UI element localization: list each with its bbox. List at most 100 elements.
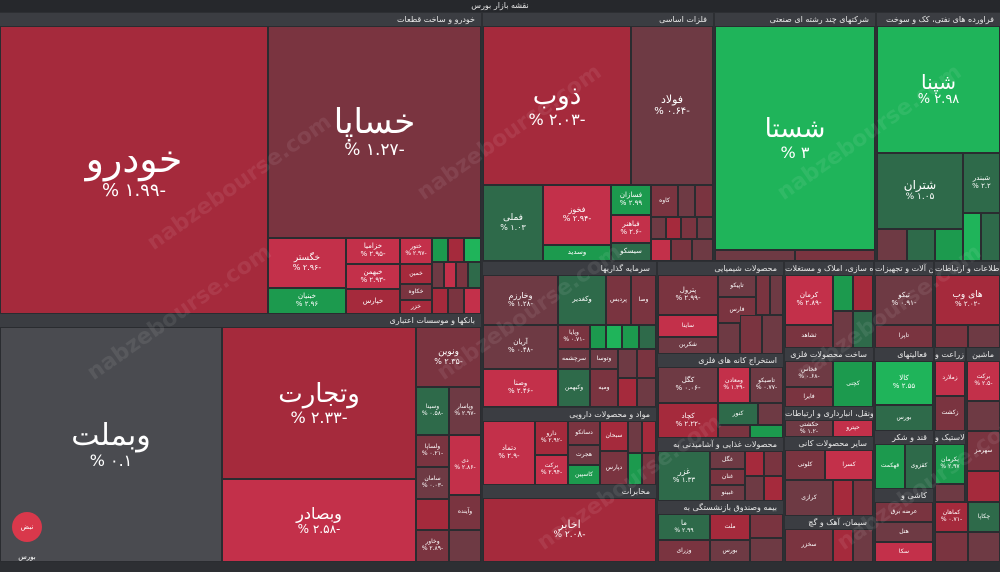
stock-cell-mellat[interactable]: ملت: [710, 514, 750, 540]
stock-cell-klot[interactable]: کلوتی: [785, 450, 825, 480]
stock-cell-tapico[interactable]: تاپیکو: [718, 275, 756, 297]
stock-cell-fakhooz[interactable]: فخوز -۲.۹۴ %: [543, 185, 611, 245]
stock-cell-akhaber[interactable]: اخابر -۲.۰۸ %: [483, 498, 656, 562]
stock-cell-mini[interactable]: [697, 217, 713, 239]
stock-cell-shetran[interactable]: شتران ۱.۰۵ %: [877, 153, 963, 229]
stock-cell-mini[interactable]: [590, 325, 606, 349]
stock-cell-dalbor[interactable]: دتماد -۲.۹ %: [483, 421, 535, 485]
stock-cell-saman[interactable]: سامان -۰.۰۳ %: [416, 467, 449, 499]
stock-cell-mini[interactable]: [695, 185, 713, 217]
stock-cell-kchini[interactable]: کچنی: [833, 361, 873, 407]
stock-cell-kerazi[interactable]: کرازی: [785, 480, 833, 516]
stock-cell-mini[interactable]: [637, 378, 656, 407]
stock-cell-mini[interactable]: [833, 529, 853, 562]
stock-cell-mini[interactable]: [877, 229, 907, 261]
stock-cell-hejrat[interactable]: هجرت: [568, 445, 600, 465]
stock-cell-vsana[interactable]: وصنا -۲.۴۶ %: [483, 369, 558, 407]
stock-cell-barakat2[interactable]: برکت -۲.۵ %: [967, 361, 1000, 401]
stock-cell-mini[interactable]: [468, 262, 481, 288]
stock-cell-ghbino[interactable]: غبینو: [710, 485, 745, 501]
stock-cell-mini[interactable]: [464, 288, 481, 314]
stock-cell-vkhavar[interactable]: وخاور -۲.۸۹ %: [416, 530, 449, 562]
stock-cell-mini[interactable]: [718, 425, 750, 438]
stock-cell-mini[interactable]: [681, 217, 697, 239]
stock-cell-haiweb[interactable]: های وب -۲.۰۲ %: [935, 275, 1000, 325]
stock-cell-arian[interactable]: آریان -۰.۴۸ %: [483, 325, 558, 369]
stock-cell-vzarai[interactable]: وزرای: [658, 540, 710, 562]
stock-cell-tasiko[interactable]: تاصیکو -۰.۷۷ %: [750, 367, 783, 403]
stock-cell-ghnan[interactable]: غنان: [710, 469, 745, 485]
stock-cell-vlsapa[interactable]: ولساپا -۰.۲۱ %: [416, 435, 449, 467]
stock-cell-ghazar[interactable]: غزر ۱.۳۳ %: [658, 451, 710, 501]
stock-cell-mini[interactable]: [692, 239, 713, 261]
stock-cell-vsa[interactable]: وصا: [631, 275, 656, 325]
stock-cell-dsanko[interactable]: دسانکو: [568, 421, 600, 445]
stock-cell-mini[interactable]: [853, 311, 873, 348]
stock-cell-shbandar[interactable]: شبندر ۲.۲ %: [963, 153, 1000, 213]
stock-cell-sekhazar[interactable]: سخزر: [785, 529, 833, 562]
stock-cell-khazar[interactable]: خزر: [400, 300, 432, 314]
stock-cell-vasadid[interactable]: وسدید: [543, 245, 611, 261]
stock-cell-mini[interactable]: [770, 275, 783, 315]
stock-cell-sarcheshmeh[interactable]: سرچشمه: [558, 349, 590, 369]
stock-cell-mini[interactable]: [756, 275, 770, 315]
stock-cell-bourse[interactable]: بورس: [875, 405, 933, 431]
stock-cell-mini[interactable]: [416, 499, 449, 530]
stock-cell-hkeshti[interactable]: حکشتی -۱.۲ %: [785, 420, 833, 437]
stock-cell-mini[interactable]: [833, 275, 853, 311]
stock-cell-kamahan[interactable]: کماهان -۰.۷۱ %: [935, 502, 968, 532]
stock-cell-barakat[interactable]: برکت -۲.۹۴ %: [535, 455, 568, 485]
stock-cell-arze-barq[interactable]: عرضه برق: [875, 502, 933, 522]
stock-cell-petrol[interactable]: پترول -۲.۹۹ %: [658, 275, 718, 315]
stock-cell-mini[interactable]: [740, 315, 762, 354]
stock-cell-tapra[interactable]: تاپرا: [875, 325, 933, 348]
stock-cell-vbsader[interactable]: وبصادر -۲.۵۸ %: [222, 479, 416, 562]
stock-cell-kasra[interactable]: کسرا: [825, 450, 873, 480]
stock-cell-mini[interactable]: [432, 262, 444, 288]
stock-cell-vghadir[interactable]: وکغدیر: [558, 275, 606, 325]
stock-cell-mini[interactable]: [833, 480, 853, 516]
stock-cell-mini[interactable]: [907, 229, 935, 261]
stock-cell-mini[interactable]: [853, 275, 873, 311]
stock-cell-kchad[interactable]: کچاد -۲.۲۲ %: [658, 403, 718, 438]
stock-cell-mini[interactable]: [642, 421, 656, 453]
stock-cell-khzamia[interactable]: خزامیا -۲.۹۵ %: [346, 238, 400, 264]
stock-cell-fakhas[interactable]: فخاس -۰.۶۸ %: [785, 361, 833, 387]
stock-cell-mini[interactable]: [639, 325, 656, 349]
stock-cell-khodro[interactable]: خودرو -۱.۹۹ %: [0, 26, 268, 314]
stock-cell-foolad[interactable]: فولاد -۰.۶۴ %: [631, 26, 713, 185]
stock-cell-mini[interactable]: [718, 323, 740, 354]
stock-cell-mini[interactable]: [750, 514, 783, 538]
stock-cell-mini[interactable]: [963, 213, 981, 261]
stock-cell-mini[interactable]: [651, 239, 671, 261]
stock-cell-sshahed[interactable]: ثشاهد: [785, 325, 833, 348]
stock-cell-khmehr[interactable]: خمین: [400, 264, 432, 284]
stock-cell-dey[interactable]: دی -۲.۸۶ %: [449, 435, 481, 495]
stock-cell-qahkmat[interactable]: قهکمت: [875, 444, 905, 489]
stock-cell-mini[interactable]: [448, 238, 464, 262]
stock-cell-kgol[interactable]: کگل -۰.۰۶ %: [658, 367, 718, 403]
stock-cell-khbonyan[interactable]: خبنیان ۲.۹۶ %: [268, 288, 346, 314]
stock-cell-sobhan[interactable]: سبحان: [600, 421, 628, 451]
stock-cell-pakerman[interactable]: پکرمان ۲.۹۷ %: [935, 444, 965, 484]
stock-cell-qazvin[interactable]: کقزوی: [905, 444, 933, 489]
stock-cell-mini[interactable]: [758, 403, 783, 425]
stock-cell-mini[interactable]: [622, 325, 639, 349]
stock-cell-vpasar[interactable]: وپاسار -۲.۹۷ %: [449, 387, 481, 435]
stock-cell-mini[interactable]: [444, 262, 456, 288]
stock-cell-ma[interactable]: ما ۲.۹۹ %: [658, 514, 710, 540]
stock-cell-mini[interactable]: [448, 288, 464, 314]
stock-cell-caspian[interactable]: کاسپین: [568, 465, 600, 485]
stock-cell-mini[interactable]: [762, 315, 783, 354]
stock-cell-kaveh[interactable]: کاوه: [651, 185, 678, 217]
stock-cell-khpars[interactable]: خپارس: [346, 289, 400, 314]
stock-cell-tiko[interactable]: تیکو -۰.۹۱ %: [875, 275, 933, 325]
stock-cell-vmaaden[interactable]: ومعادن -۱.۳۹ %: [718, 367, 750, 403]
stock-cell-mini[interactable]: [432, 238, 448, 262]
stock-cell-shepna[interactable]: شپنا ۲.۹۸ %: [877, 26, 1000, 153]
stock-cell-mini[interactable]: [981, 213, 1000, 261]
stock-cell-mini[interactable]: [745, 476, 764, 501]
stock-cell-vpaya[interactable]: وپایا -۰.۷۱ %: [558, 325, 590, 349]
stock-cell-sisco[interactable]: سیسکو: [611, 243, 651, 261]
stock-cell-mini[interactable]: [456, 262, 468, 288]
